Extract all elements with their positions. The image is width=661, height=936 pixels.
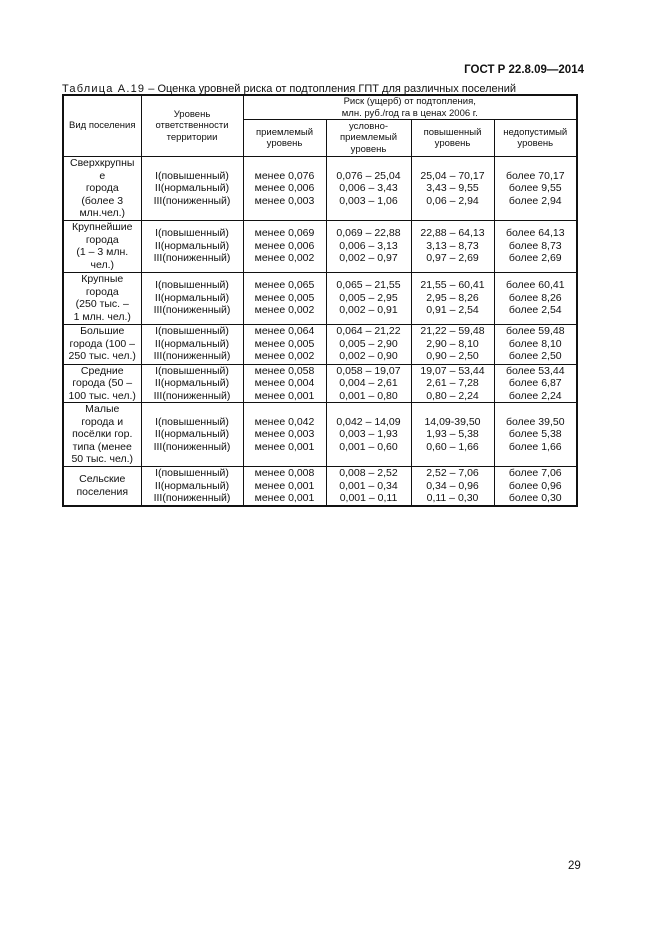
- cell-conditional: 0,008 – 2,52 0,001 – 0,34 0,001 – 0,11: [325, 465, 412, 507]
- cell-elevated: 19,07 – 53,44 2,61 – 7,28 0,80 – 2,24: [410, 363, 495, 403]
- cell-settlement: Большие города (100 – 250 тыс. чел.): [62, 323, 142, 365]
- cell-conditional: 0,069 – 22,88 0,006 – 3,13 0,002 – 0,97: [325, 219, 412, 273]
- table-row: Крупнейшие города (1 – 3 млн. чел.) I(пов…: [62, 219, 578, 273]
- cell-conditional: 0,076 – 25,04 0,006 – 3,43 0,003 – 1,06: [325, 156, 412, 221]
- table-caption: Таблица А.19 – Оценка уровней риска от п…: [62, 83, 516, 95]
- cell-levels: I(повышенный) II(нормальный) III(понижен…: [140, 156, 244, 221]
- cell-conditional: 0,042 – 14,09 0,003 – 1,93 0,001 – 0,60: [325, 402, 412, 467]
- cell-acceptable: менее 0,064 менее 0,005 менее 0,002: [242, 323, 327, 365]
- cell-conditional: 0,064 – 21,22 0,005 – 2,90 0,002 – 0,90: [325, 323, 412, 365]
- cell-acceptable: менее 0,058 менее 0,004 менее 0,001: [242, 363, 327, 403]
- cell-settlement: Сверхкрупны е города (более 3 млн.чел.): [62, 156, 142, 221]
- table-row: Малые города и посёлки гор. типа (менее …: [62, 402, 578, 467]
- cell-settlement: Средние города (50 – 100 тыс. чел.): [62, 363, 142, 403]
- cell-elevated: 21,22 – 59,48 2,90 – 8,10 0,90 – 2,50: [410, 323, 495, 365]
- cell-settlement: Малые города и посёлки гор. типа (менее …: [62, 402, 142, 467]
- cell-unacceptable: более 70,17 более 9,55 более 2,94: [493, 156, 578, 221]
- cell-levels: I(повышенный) II(нормальный) III(понижен…: [140, 323, 244, 365]
- table-row: Крупные города (250 тыс. – 1 млн. чел.) I…: [62, 271, 578, 325]
- cell-unacceptable: более 60,41 более 8,26 более 2,54: [493, 271, 578, 325]
- risk-table: Вид поселения Уровень ответственности те…: [62, 94, 578, 507]
- cell-levels: I(повышенный) II(нормальный) III(понижен…: [140, 402, 244, 467]
- caption-text: – Оценка уровней риска от подтопления ГП…: [145, 83, 516, 95]
- cell-acceptable: менее 0,042 менее 0,003 менее 0,001: [242, 402, 327, 467]
- cell-acceptable: менее 0,008 менее 0,001 менее 0,001: [242, 465, 327, 507]
- cell-levels: I(повышенный) II(нормальный) III(понижен…: [140, 271, 244, 325]
- cell-conditional: 0,065 – 21,55 0,005 – 2,95 0,002 – 0,91: [325, 271, 412, 325]
- cell-unacceptable: более 7,06 более 0,96 более 0,30: [493, 465, 578, 507]
- cell-acceptable: менее 0,076 менее 0,006 менее 0,003: [242, 156, 327, 221]
- table-row: Средние города (50 – 100 тыс. чел.) I(пов…: [62, 363, 578, 403]
- header-unacceptable: недопустимый уровень: [493, 119, 578, 157]
- cell-levels: I(повышенный) II(нормальный) III(понижен…: [140, 219, 244, 273]
- table-row: Сельские поселения I(повышенный) II(норма…: [62, 465, 578, 507]
- page-number: 29: [568, 860, 581, 872]
- header-elevated: повышенный уровень: [410, 119, 495, 157]
- cell-elevated: 21,55 – 60,41 2,95 – 8,26 0,91 – 2,54: [410, 271, 495, 325]
- header-responsibility-level: Уровень ответственности территории: [140, 94, 244, 157]
- header-settlement: Вид поселения: [62, 94, 142, 157]
- cell-levels: I(повышенный) II(нормальный) III(понижен…: [140, 363, 244, 403]
- cell-unacceptable: более 39,50 более 5,38 более 1,66: [493, 402, 578, 467]
- cell-elevated: 25,04 – 70,17 3,43 – 9,55 0,06 – 2,94: [410, 156, 495, 221]
- cell-settlement: Сельские поселения: [62, 465, 142, 507]
- cell-acceptable: менее 0,069 менее 0,006 менее 0,002: [242, 219, 327, 273]
- caption-label: Таблица А.19: [62, 83, 146, 95]
- cell-elevated: 14,09-39,50 1,93 – 5,38 0,60 – 1,66: [410, 402, 495, 467]
- header-conditional: условно- приемлемый уровень: [325, 119, 412, 157]
- table-row: Сверхкрупны е города (более 3 млн.чел.) I…: [62, 156, 578, 221]
- cell-levels: I(повышенный) II(нормальный) III(понижен…: [140, 465, 244, 507]
- cell-elevated: 22,88 – 64,13 3,13 – 8,73 0,97 – 2,69: [410, 219, 495, 273]
- table-row: Большие города (100 – 250 тыс. чел.) I(по…: [62, 323, 578, 365]
- cell-acceptable: менее 0,065 менее 0,005 менее 0,002: [242, 271, 327, 325]
- cell-settlement: Крупнейшие города (1 – 3 млн. чел.): [62, 219, 142, 273]
- document-code: ГОСТ Р 22.8.09—2014: [464, 64, 584, 76]
- cell-conditional: 0,058 – 19,07 0,004 – 2,61 0,001 – 0,80: [325, 363, 412, 403]
- cell-unacceptable: более 53,44 более 6,87 более 2,24: [493, 363, 578, 403]
- cell-elevated: 2,52 – 7,06 0,34 – 0,96 0,11 – 0,30: [410, 465, 495, 507]
- cell-settlement: Крупные города (250 тыс. – 1 млн. чел.): [62, 271, 142, 325]
- cell-unacceptable: более 59,48 более 8,10 более 2,50: [493, 323, 578, 365]
- header-risk-group: Риск (ущерб) от подтопления, млн. руб./г…: [242, 94, 578, 120]
- header-acceptable: приемлемый уровень: [242, 119, 327, 157]
- cell-unacceptable: более 64,13 более 8,73 более 2,69: [493, 219, 578, 273]
